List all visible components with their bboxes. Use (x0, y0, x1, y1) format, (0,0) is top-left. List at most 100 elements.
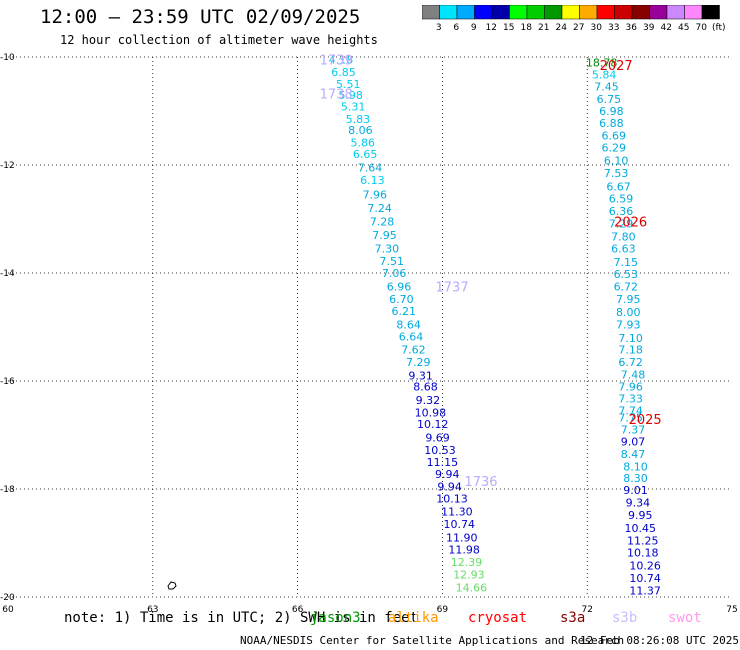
wave-height-label: 6.98 (599, 105, 624, 118)
wave-height-label: 9.95 (628, 509, 653, 522)
wave-height-label: 10.74 (444, 518, 476, 531)
wave-height-label: 5.51 (336, 78, 361, 91)
pass-id-label: 1736 (464, 475, 497, 490)
colorbar-label: 12 (486, 23, 497, 33)
wave-height-label: 6.72 (618, 356, 643, 369)
pass-id-label: 1737 (436, 281, 469, 296)
wave-height-label: 10.98 (415, 406, 447, 419)
colorbar-label: 27 (573, 23, 584, 33)
lon-tick-label: 72 (581, 605, 592, 615)
colorbar-label: 15 (503, 23, 514, 33)
colorbar-label: 42 (661, 23, 672, 33)
wave-height-label: 11.37 (629, 585, 661, 598)
wave-height-label: 9.94 (435, 468, 460, 481)
pass-id-label: 2027 (600, 59, 633, 74)
wave-height-label: 6.53 (614, 268, 639, 281)
wave-height-label: 7.53 (604, 167, 629, 180)
colorbar-label: 33 (608, 23, 619, 33)
wave-height-label: 6.10 (604, 155, 629, 168)
pass-id-label: 1738 (320, 88, 353, 103)
wave-height-label: 6.85 (331, 66, 356, 79)
colorbar-swatch (701, 5, 720, 20)
lat-tick-label: -20 (0, 593, 15, 603)
wave-height-label: 7.93 (616, 318, 641, 331)
wave-height-label: 7.10 (618, 332, 643, 345)
satellite-s3a: s3a (560, 610, 586, 626)
colorbar-label: 45 (678, 23, 689, 33)
wave-height-label: 6.59 (609, 192, 634, 205)
colorbar-label: 36 (626, 23, 638, 33)
pass-id-label: 2025 (629, 413, 662, 428)
wave-height-label: 10.53 (424, 444, 456, 457)
colorbar-label: (ft) (712, 23, 726, 33)
wave-height-label: 6.75 (597, 93, 622, 106)
wave-height-label: 8.30 (623, 472, 648, 485)
wave-height-label: 6.64 (399, 331, 424, 344)
wave-height-label: 7.62 (401, 344, 426, 357)
wave-height-label: 6.29 (601, 142, 626, 155)
colorbar-label: 6 (453, 23, 459, 33)
wave-height-label: 12.39 (451, 556, 483, 569)
satellite-cryosat: cryosat (468, 610, 528, 626)
lon-tick-label: 75 (726, 605, 737, 615)
wave-height-label: 11.30 (441, 506, 473, 519)
pass-id-label: 1739 (320, 54, 353, 69)
credit-text: NOAA/NESDIS Center for Satellite Applica… (240, 634, 625, 647)
wave-height-label: 8.68 (413, 380, 438, 393)
wave-height-label: 6.72 (614, 281, 639, 294)
wave-height-label: 9.34 (626, 497, 651, 510)
wave-height-label: 7.95 (372, 229, 397, 242)
pass-id-label: 2026 (614, 216, 647, 231)
wave-height-label: 7.24 (367, 202, 392, 215)
wave-height-label: 7.96 (363, 189, 388, 202)
colorbar-label: 39 (643, 23, 655, 33)
wave-height-label: 11.15 (427, 456, 459, 469)
satellite-swot: swot (668, 610, 702, 626)
wave-height-label: 8.00 (616, 306, 641, 319)
colorbar-label: 9 (471, 23, 477, 33)
wave-height-label: 7.30 (375, 243, 400, 256)
wave-height-label: 7.80 (611, 230, 636, 243)
wave-height-label: 5.86 (351, 136, 376, 149)
wave-height-label: 6.67 (606, 181, 631, 194)
island-outline (167, 581, 177, 590)
wave-height-label: 9.31 (408, 370, 433, 383)
satellite-altika: altika (388, 610, 439, 626)
wave-height-label: 7.51 (379, 255, 404, 268)
wave-height-label: 9.69 (425, 432, 450, 445)
wave-height-label: 10.12 (417, 418, 449, 431)
satellite-s3b: s3b (612, 610, 638, 626)
wave-height-label: 7.95 (616, 293, 641, 306)
wave-height-label: 7.33 (618, 392, 643, 405)
wave-height-label: 5.31 (341, 101, 366, 114)
wave-height-label: 6.21 (392, 305, 417, 318)
wave-height-label: 9.01 (623, 484, 648, 497)
wave-height-label: 5.98 (338, 89, 363, 102)
colorbar-label: 70 (696, 23, 708, 33)
wave-height-label: 12.93 (453, 568, 485, 581)
wave-height-label: 11.98 (448, 543, 480, 556)
wave-height-label: 14.66 (456, 581, 488, 594)
note-text: note: 1) Time is in UTC; 2) SWH is in fe… (64, 610, 419, 626)
wave-height-label: 7.74 (618, 405, 643, 418)
wave-height-label: 7.96 (618, 380, 643, 393)
colorbar-label: 24 (556, 23, 568, 33)
wave-height-label: 8.64 (396, 318, 421, 331)
wave-height-label: 5.83 (346, 113, 371, 126)
lat-tick-label: -18 (0, 485, 15, 495)
wave-height-label: 8.47 (621, 448, 646, 461)
lon-tick-label: 69 (437, 605, 449, 615)
wave-height-label: 10.45 (625, 522, 657, 535)
wave-height-label: 7.75 (618, 412, 643, 425)
wave-height-label: 7.29 (406, 356, 431, 369)
page-title: 12:00 – 23:59 UTC 02/09/2025 (40, 6, 361, 28)
wave-height-label: 10.18 (627, 547, 659, 560)
wave-height-label: 8.06 (348, 124, 373, 137)
wave-height-label: 10.74 (629, 572, 661, 585)
wave-height-label: 10.26 (629, 560, 661, 573)
wave-height-label: 5.84 (592, 68, 617, 81)
wave-height-label: 7.15 (614, 256, 639, 269)
wave-height-label: 7.18 (618, 344, 643, 357)
wave-height-label: 6.36 (609, 205, 634, 218)
